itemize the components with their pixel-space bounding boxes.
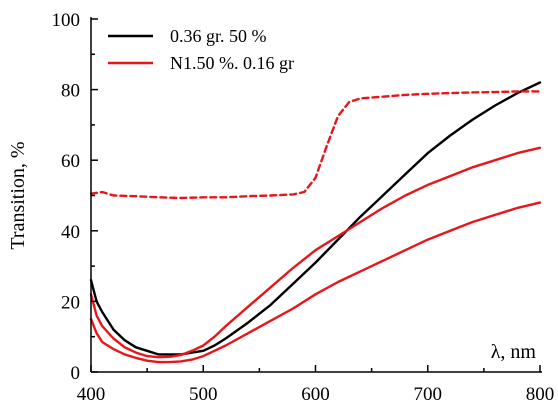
x-tick-label: 700: [414, 384, 443, 405]
series-line-2: [89, 146, 542, 359]
plot-lines: [89, 81, 542, 364]
x-axis-title: λ, nm: [491, 341, 537, 363]
x-tick-label: 500: [189, 384, 218, 405]
y-axis-ticks: 0 20 40 60 80 100: [52, 10, 98, 384]
x-tick-label: 600: [301, 384, 330, 405]
series-line-1: [89, 81, 542, 356]
legend: 0.36 gr. 50 % N1.50 %. 0.16 gr: [108, 26, 294, 73]
legend-label: N1.50 %. 0.16 gr: [170, 53, 294, 73]
x-tick-label: 800: [526, 384, 555, 405]
y-tick-label: 40: [61, 222, 80, 243]
legend-label: 0.36 gr. 50 %: [170, 26, 267, 46]
y-axis-title: Transition, %: [7, 141, 29, 249]
y-tick-label: 0: [71, 363, 81, 384]
series-line-3: [89, 201, 542, 364]
y-tick-label: 60: [61, 151, 80, 172]
y-tick-label: 20: [61, 292, 80, 313]
x-tick-label: 400: [77, 384, 106, 405]
series-line-4: [89, 90, 542, 200]
x-axis-ticks: 400 500 600 700 800: [77, 365, 555, 405]
axes: [90, 17, 542, 373]
y-tick-label: 100: [52, 10, 81, 31]
y-tick-label: 80: [61, 81, 80, 102]
